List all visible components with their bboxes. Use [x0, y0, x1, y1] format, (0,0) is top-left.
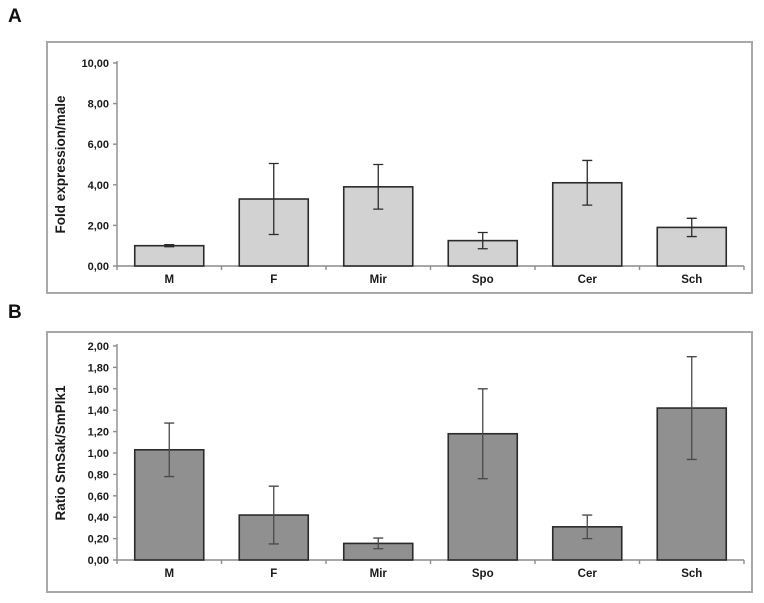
category-label: Spo	[472, 568, 494, 580]
y-tick-label: 1,80	[88, 362, 109, 374]
y-tick-label: 1,20	[88, 427, 109, 439]
error-bar	[582, 514, 593, 540]
category-label: Cer	[578, 568, 598, 580]
error-bar	[373, 537, 384, 550]
y-tick-label: 1,40	[88, 405, 109, 417]
y-axis-title: Ratio SmSak/SmPlk1	[53, 385, 68, 521]
y-tick-label: 0,00	[88, 261, 109, 273]
category-label: Sch	[681, 568, 702, 580]
category-label: Spo	[472, 274, 494, 286]
error-bar	[686, 356, 697, 461]
y-tick-label: 2,00	[88, 220, 109, 232]
y-tick-label: 0,60	[88, 491, 109, 503]
y-tick-label: 1,60	[88, 384, 109, 396]
error-bar	[164, 244, 175, 248]
panel-b-bar-chart: 0,00 0,20 0,40 0,60 0,80 1,00 1,20 1,40 1,60 1,80…	[53, 341, 745, 580]
error-bar	[373, 163, 384, 210]
category-label: F	[270, 568, 277, 580]
y-tick-label: 0,00	[88, 555, 109, 567]
error-bar	[268, 162, 279, 236]
category-label: Mir	[370, 568, 388, 580]
panel-a-bar-chart: 0,00 2,00 4,00 6,00 8,00 10,00 M F Mir Spo Cer Sch F…	[53, 58, 745, 286]
category-label: M	[164, 568, 174, 580]
category-label: F	[270, 274, 277, 286]
bar	[133, 244, 205, 267]
y-tick-label: 2,00	[88, 341, 109, 353]
bar	[656, 407, 728, 561]
y-axis-title: Fold expression/male	[53, 95, 68, 234]
category-label: M	[164, 274, 174, 286]
error-bar	[582, 159, 593, 206]
error-bar	[686, 217, 697, 238]
panel-a-chart: 0,00 2,00 4,00 6,00 8,00 10,00 M F Mir Spo Cer Sch F…	[46, 41, 753, 294]
panel-b-label: B	[8, 302, 22, 323]
category-label: Sch	[681, 274, 702, 286]
y-tick-label: 0,80	[88, 469, 109, 481]
y-tick-label: 8,00	[88, 99, 109, 111]
error-bar	[268, 485, 279, 545]
category-label: Cer	[578, 274, 598, 286]
y-tick-label: 4,00	[88, 180, 109, 192]
error-bar	[477, 231, 488, 250]
error-bar	[164, 422, 175, 478]
y-tick-label: 0,40	[88, 512, 109, 524]
panel-b-chart: 0,00 0,20 0,40 0,60 0,80 1,00 1,20 1,40 1,60 1,80…	[46, 331, 753, 593]
y-tick-label: 1,00	[88, 448, 109, 460]
y-tick-label: 6,00	[88, 139, 109, 151]
category-label: Mir	[370, 274, 388, 286]
y-tick-label: 0,20	[88, 534, 109, 546]
error-bar	[477, 388, 488, 480]
panel-a-label: A	[8, 6, 22, 27]
y-tick-label: 10,00	[81, 58, 109, 70]
